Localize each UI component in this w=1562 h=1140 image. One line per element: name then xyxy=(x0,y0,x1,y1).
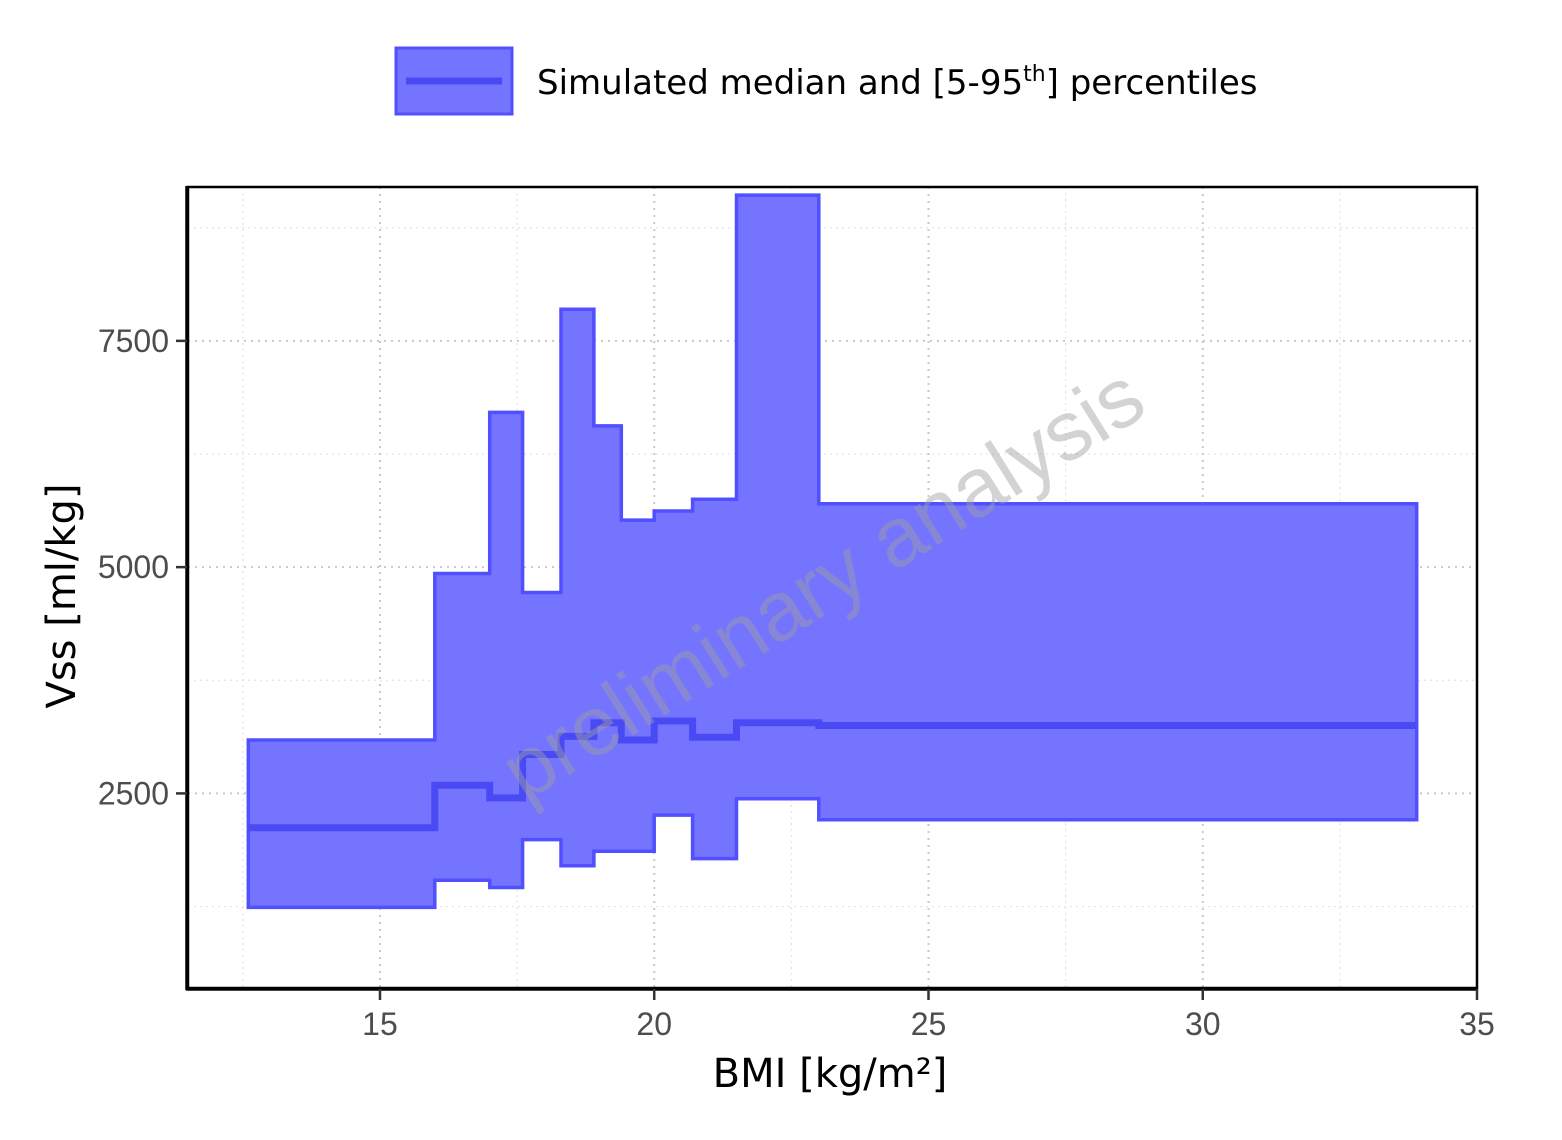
band-group xyxy=(246,193,1419,910)
y-tick-label: 2500 xyxy=(98,775,169,811)
x-tick-label: 35 xyxy=(1459,1006,1495,1042)
legend-label-suffix: ] percentiles xyxy=(1046,63,1258,103)
legend-label-sup: th xyxy=(1023,62,1046,87)
x-axis-ticks: 15 20 25 30 35 xyxy=(362,989,1495,1042)
y-tick-label: 5000 xyxy=(98,549,169,585)
y-tick-label: 7500 xyxy=(98,323,169,359)
y-axis-title: Vss [ml/kg] xyxy=(39,483,85,708)
legend: Simulated median and [5-95th] percentile… xyxy=(394,46,1257,116)
x-tick-label: 30 xyxy=(1185,1006,1221,1042)
x-tick-label: 20 xyxy=(636,1006,672,1042)
median-line xyxy=(248,717,1417,832)
x-tick-label: 15 xyxy=(362,1006,398,1042)
y-axis-ticks: 2500 5000 7500 xyxy=(98,323,187,811)
legend-label: Simulated median and [5-95th] percentile… xyxy=(537,62,1257,103)
percentile-band xyxy=(246,193,1419,910)
plot-panel: preliminary analysis xyxy=(185,185,1479,991)
x-axis-title: BMI [kg/m²] xyxy=(713,1051,948,1097)
legend-label-prefix: Simulated median and [5-95 xyxy=(537,63,1023,103)
x-tick-label: 25 xyxy=(911,1006,947,1042)
